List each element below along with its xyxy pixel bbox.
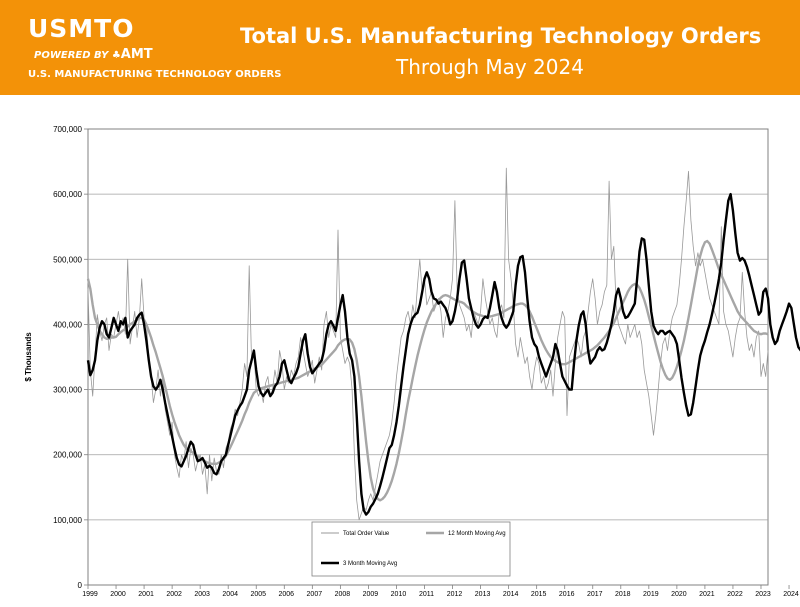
series-3-month-moving-avg: [86, 192, 800, 516]
x-tick-label: 1999: [82, 591, 98, 598]
powered-by-label: POWERED BY: [34, 50, 109, 61]
amt-brand: AMT: [120, 47, 153, 62]
logo-wordmark: USMTO: [28, 14, 135, 43]
logo-powered-by: POWERED BY ♣AMT: [34, 47, 153, 62]
x-tick-label: 2019: [643, 591, 659, 598]
x-tick-label: 2015: [531, 591, 547, 598]
x-tick-label: 2016: [559, 591, 575, 598]
plot-area: [87, 128, 769, 586]
x-tick-label: 2002: [166, 591, 182, 598]
series-total-order-value: [87, 167, 769, 521]
y-tick-label: 300,000: [53, 386, 82, 395]
x-tick-label: 2017: [587, 591, 603, 598]
x-tick-label: 2022: [727, 591, 743, 598]
x-tick-label: 2013: [475, 591, 491, 598]
amt-symbol-icon: ♣: [111, 50, 121, 61]
x-tick-label: 2014: [503, 591, 519, 598]
x-tick-label: 2011: [419, 591, 434, 598]
legend-label-total: Total Order Value: [343, 531, 390, 537]
x-tick-label: 2005: [250, 591, 266, 598]
y-tick-label: 400,000: [53, 320, 82, 329]
x-tick-label: 2007: [307, 591, 323, 598]
y-tick-label: 700,000: [53, 125, 82, 134]
x-tick-label: 2023: [755, 591, 771, 598]
logo-subtitle: U.S. MANUFACTURING TECHNOLOGY ORDERS: [28, 69, 282, 80]
legend: Total Order Value 12 Month Moving Avg 3 …: [311, 521, 511, 577]
series-lines: [86, 167, 800, 521]
x-tick-label: 2021: [699, 591, 715, 598]
x-tick-label: 2010: [391, 591, 407, 598]
legend-label-12ma: 12 Month Moving Avg: [448, 531, 506, 537]
y-tick-label: 0: [78, 581, 83, 590]
page-subtitle: Through May 2024: [396, 55, 584, 79]
legend-box: [311, 521, 511, 577]
x-tick-label: 2012: [447, 591, 463, 598]
y-tick-label: 500,000: [53, 255, 82, 264]
x-tick-label: 2018: [615, 591, 631, 598]
x-tick-label: 2008: [335, 591, 351, 598]
x-tick-label: 2000: [110, 591, 126, 598]
y-axis-label: $ Thousands: [24, 332, 33, 382]
legend-label-3ma: 3 Month Moving Avg: [343, 561, 397, 567]
y-axis-ticks: 0 100,000 200,000 300,000 400,000 500,000 600,…: [53, 125, 88, 590]
orders-line-chart: 0 100,000 200,000 300,000 400,000 500,000 600,…: [24, 125, 800, 598]
x-tick-label: 2006: [278, 591, 294, 598]
gridlines: [88, 193, 768, 521]
x-tick-label: 2003: [194, 591, 210, 598]
usmto-logo[interactable]: USMTO POWERED BY ♣AMT U.S. MANUFACTURING…: [28, 10, 281, 84]
x-axis-ticks: 1999 2000 2001 2002 2003 2004 2005 2006 2007 2008…: [82, 585, 799, 598]
x-tick-label: 2024: [783, 591, 799, 598]
x-tick-label: 2009: [363, 591, 379, 598]
x-tick-label: 2020: [671, 591, 687, 598]
y-tick-label: 100,000: [53, 516, 82, 525]
header-banner: USMTO POWERED BY ♣AMT U.S. MANUFACTURING…: [0, 0, 800, 95]
x-tick-label: 2004: [222, 591, 238, 598]
y-tick-label: 600,000: [53, 190, 82, 199]
y-tick-label: 200,000: [53, 451, 82, 460]
page-title: Total U.S. Manufacturing Technology Orde…: [240, 24, 762, 48]
x-tick-label: 2001: [138, 591, 154, 598]
